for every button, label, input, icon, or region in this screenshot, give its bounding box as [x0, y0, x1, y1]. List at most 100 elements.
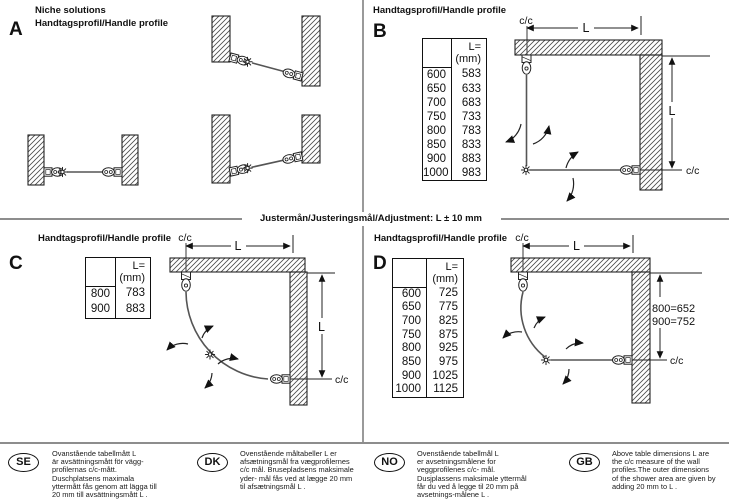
section-a-letter: A	[9, 19, 23, 40]
table-row: 1000 1125	[393, 383, 464, 398]
table-cell: 975	[426, 356, 464, 370]
table-cell: 775	[426, 301, 464, 315]
lang-badge-se: SE	[8, 453, 39, 472]
table-cell: 725	[426, 287, 464, 302]
table-b-body: 600 583 650 633 700 683 750 733 800 783 850 833 900 8…	[423, 67, 487, 181]
table-row: 700 683	[423, 95, 487, 110]
table-row: 900 883	[86, 302, 151, 318]
cc-label-right: c/c	[670, 355, 683, 367]
table-c: L= (mm) 800 783 900 883	[85, 257, 151, 319]
table-row: 900 1025	[393, 369, 464, 384]
divider-vertical-bottom	[362, 226, 364, 442]
table-d-col1-header	[392, 258, 427, 288]
table-cell: 850	[426, 138, 446, 151]
dimension-l-right: L	[314, 274, 329, 378]
table-cell: 583	[451, 67, 487, 82]
table-cell: 650	[401, 301, 421, 314]
table-c-body: 800 783 900 883	[86, 286, 151, 318]
note-text-no: Ovenstående tabellmål L er avsetningsmål…	[417, 449, 527, 500]
table-row: 800 925	[393, 342, 464, 357]
table-row: 600 583	[423, 67, 487, 82]
handle-hardware-icon	[620, 165, 641, 175]
table-c-col1-header	[85, 257, 116, 287]
cc-label-top: c/c	[178, 232, 191, 244]
l-dimension-label: L	[573, 239, 580, 253]
handle-hardware-icon	[281, 67, 304, 82]
pivot-star-icon	[204, 349, 216, 360]
diagram-b-corner-entry: L c/c L c/c	[505, 15, 710, 202]
adjustment-note: Justermån/Justeringsmål/Adjustment: L ± …	[259, 213, 483, 224]
table-row: 600 725	[393, 287, 464, 302]
table-row: 850 975	[393, 356, 464, 370]
table-c-col2-header: L= (mm)	[115, 257, 151, 286]
table-cell: 1000	[395, 383, 421, 396]
l-dimension-label: L	[669, 104, 676, 118]
note-900-label: 900=752	[652, 316, 695, 328]
handle-hardware-icon	[270, 374, 291, 384]
pivot-star-icon	[520, 164, 532, 176]
lang-badge-no: NO	[374, 453, 405, 472]
table-cell: 833	[451, 137, 487, 153]
table-cell: 900	[426, 153, 446, 166]
hinge-hardware-icon	[181, 271, 191, 292]
table-cell: 783	[115, 286, 151, 302]
table-cell: 983	[451, 166, 487, 181]
table-row: 800 783	[86, 286, 151, 302]
table-b: L= (mm) 600 583 650 633 700 683 750 733 800 783 85…	[422, 38, 487, 182]
diagram-d-curved-corner: L c/c 800=652 900=752 c/c	[502, 232, 702, 404]
section-d-letter: D	[373, 253, 387, 274]
table-row: 750 733	[423, 109, 487, 124]
door-swing-arrows	[166, 325, 239, 389]
table-d: L= (mm) 600 725 650 775 700 825 750 875 800 925 85…	[392, 258, 464, 399]
pivot-star-icon	[242, 163, 253, 174]
divider-vertical-top	[362, 0, 364, 212]
note-text-gb: Above table dimensions L are the c/c mea…	[612, 449, 716, 491]
table-cell: 1025	[426, 369, 464, 384]
lang-badge-dk: DK	[197, 453, 228, 472]
table-row: 650 633	[423, 81, 487, 96]
table-b-col1-header	[422, 38, 452, 68]
pivot-star-icon	[242, 56, 253, 67]
niche-diagram-angled-up	[211, 114, 321, 184]
lang-badge-gb: GB	[569, 453, 600, 472]
table-cell: 600	[426, 68, 446, 81]
pivot-star-icon	[57, 166, 68, 178]
niche-diagram-angled-down	[211, 15, 321, 87]
table-cell: 750	[401, 328, 421, 341]
table-cell: 733	[451, 109, 487, 124]
door-swing-arrows	[505, 123, 579, 202]
table-cell: 700	[401, 314, 421, 327]
l-dimension-label: L	[235, 239, 242, 253]
divider-band-right	[501, 218, 729, 220]
section-a-title: Niche solutions Handtagsprofil/Handle pr…	[35, 5, 169, 29]
dimension-l-top: L	[522, 235, 634, 253]
divider-band-left	[0, 218, 242, 220]
l-dimension-label: L	[318, 320, 325, 334]
table-cell: 900	[90, 303, 110, 315]
l-dimension-label: L	[583, 21, 590, 35]
table-cell: 800	[90, 287, 110, 300]
handle-hardware-icon	[102, 167, 123, 177]
table-row: 900 883	[423, 152, 487, 167]
table-cell: 700	[426, 96, 446, 109]
table-d-body: 600 725 650 775 700 825 750 875 800 925 850 975 900 1…	[393, 287, 464, 398]
cc-label-right: c/c	[335, 374, 348, 386]
niche-diagram-straight	[27, 134, 139, 186]
door-swing-arrows	[502, 316, 584, 385]
dimension-l-top: L	[526, 16, 642, 35]
pivot-star-icon	[540, 354, 552, 366]
cc-label-right: c/c	[686, 165, 699, 177]
table-cell: 633	[451, 81, 487, 96]
table-cell: 900	[401, 369, 421, 382]
table-cell: 883	[451, 152, 487, 167]
table-cell: 875	[426, 328, 464, 343]
handle-hardware-icon	[281, 151, 304, 165]
table-row: 700 825	[393, 314, 464, 329]
table-cell: 750	[426, 110, 446, 123]
niche-solutions-diagrams	[27, 15, 321, 186]
cc-label-top: c/c	[519, 15, 532, 27]
table-b-col2-header: L= (mm)	[451, 38, 487, 67]
section-b-title: Handtagsprofil/Handle profile	[373, 5, 507, 16]
table-cell: 850	[401, 356, 421, 369]
